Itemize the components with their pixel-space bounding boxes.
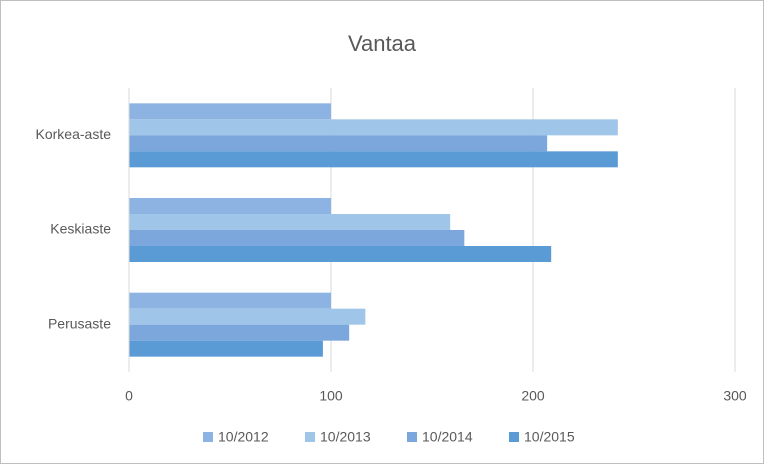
bar [129, 292, 331, 309]
bar [129, 151, 618, 168]
y-tick-label: Perusaste [48, 315, 111, 331]
x-tick-label: 100 [319, 388, 343, 404]
bar [129, 135, 548, 152]
legend-label: 10/2015 [524, 429, 575, 445]
bar [129, 103, 331, 120]
bar [129, 230, 465, 246]
legend-swatch [203, 432, 213, 442]
bar [129, 119, 618, 136]
bar [129, 308, 366, 325]
chart-title: Vantaa [348, 31, 417, 56]
legend-swatch [407, 432, 417, 442]
x-tick-label: 200 [521, 388, 545, 404]
bar [129, 246, 552, 262]
bar [129, 340, 323, 357]
legend-swatch [509, 432, 519, 442]
legend-swatch [305, 432, 315, 442]
bar [129, 324, 350, 341]
x-tick-label: 300 [723, 388, 747, 404]
legend-label: 10/2013 [320, 429, 371, 445]
bar [129, 214, 451, 230]
legend-label: 10/2014 [422, 429, 473, 445]
y-tick-label: Korkea-aste [36, 126, 112, 142]
x-tick-label: 0 [125, 388, 133, 404]
legend-label: 10/2012 [218, 429, 269, 445]
y-tick-label: Keskiaste [50, 221, 111, 237]
bar [129, 198, 331, 214]
